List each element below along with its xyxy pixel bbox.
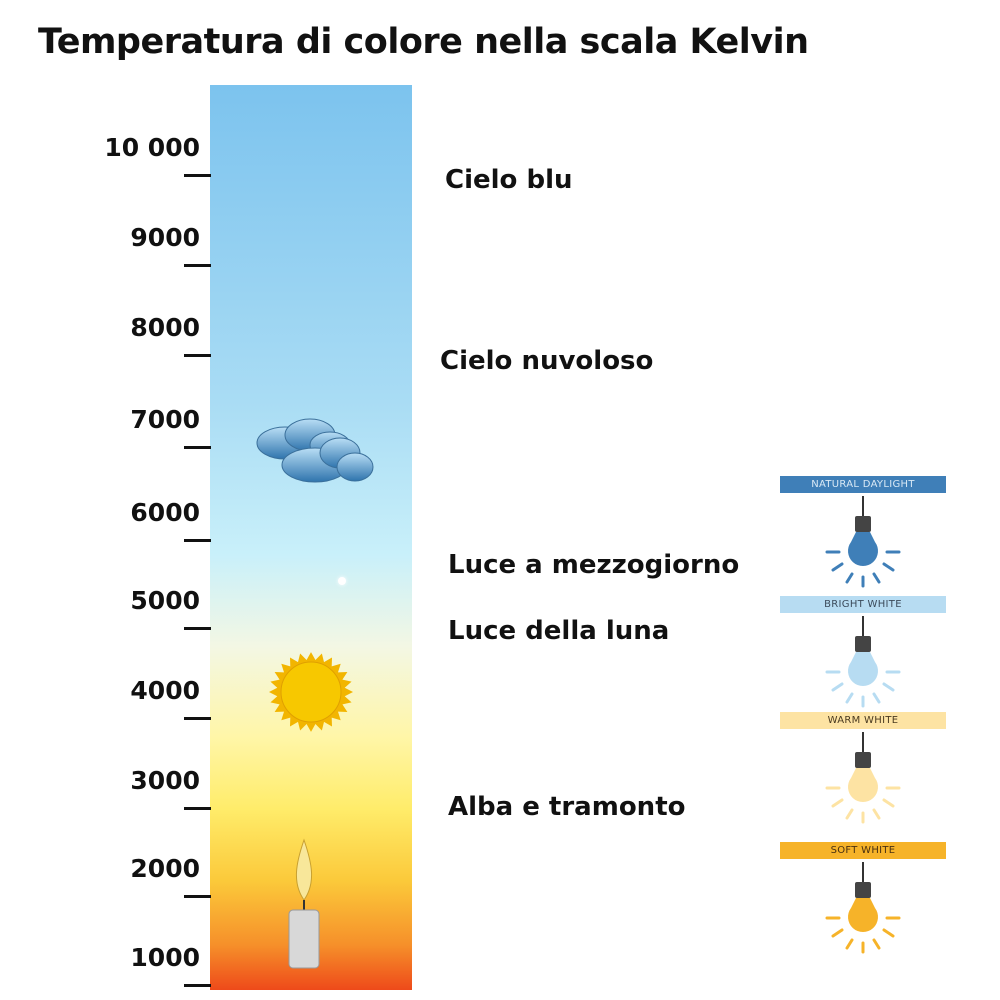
tick-label: 7000 [130,405,200,434]
tick-mark [184,446,211,449]
label-cielo-blu: Cielo blu [445,165,573,195]
tick-mark [184,264,211,267]
tick-label: 2000 [130,854,200,883]
light-bulb-icon [825,496,901,588]
tick-mark [184,539,211,542]
tick-mark [184,354,211,357]
tick-label: 3000 [130,766,200,795]
tick-label: 4000 [130,676,200,705]
page-title: Temperatura di colore nella scala Kelvin [38,22,809,62]
tick-label: 6000 [130,498,200,527]
label-luce-mezzogiorno: Luce a mezzogiorno [448,550,740,580]
tick-label: 10 000 [104,133,200,162]
cloud-icon [256,418,374,483]
tick-mark [184,895,211,898]
tick-mark [184,174,211,177]
tick-label: 8000 [130,313,200,342]
label-luce-luna: Luce della luna [448,616,670,646]
light-bulb-icon [825,862,901,954]
label-cielo-nuvoloso: Cielo nuvoloso [440,346,654,376]
tick-label: 9000 [130,223,200,252]
light-bulb-icon [825,732,901,824]
light-bulb-icon [825,616,901,708]
bulb-banner: SOFT WHITE [780,842,946,859]
tick-mark [184,807,211,810]
tick-label: 1000 [130,943,200,972]
kelvin-gradient-bar [210,85,412,990]
sun-icon [269,652,353,732]
bulb-banner: NATURAL DAYLIGHT [780,476,946,493]
tick-mark [184,627,211,630]
tick-mark [184,984,211,987]
star-icon [338,577,346,585]
tick-label: 5000 [130,586,200,615]
label-alba-tramonto: Alba e tramonto [448,792,686,822]
candle-icon [288,838,320,969]
bulb-banner: BRIGHT WHITE [780,596,946,613]
tick-mark [184,717,211,720]
bulb-banner: WARM WHITE [780,712,946,729]
